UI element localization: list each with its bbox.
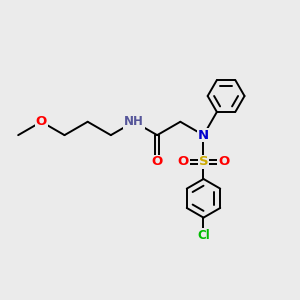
Text: N: N [198,129,209,142]
Text: O: O [178,155,189,168]
Text: O: O [36,115,47,128]
Text: O: O [218,155,229,168]
Text: S: S [199,155,208,168]
Text: Cl: Cl [197,229,210,242]
Text: O: O [152,155,163,168]
Text: NH: NH [124,115,144,128]
